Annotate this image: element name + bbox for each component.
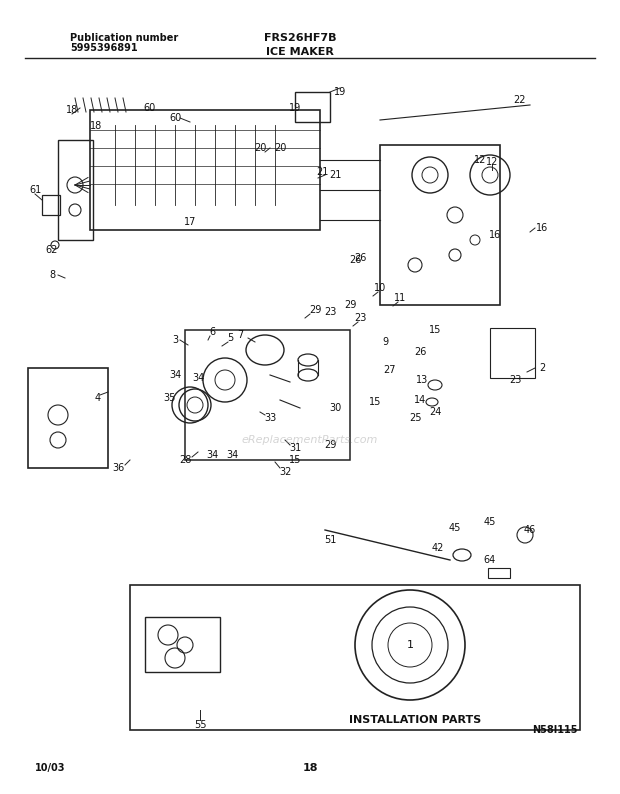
Text: 16: 16 — [489, 230, 501, 240]
Text: 10: 10 — [374, 283, 386, 293]
Text: 8: 8 — [49, 270, 55, 280]
Text: 51: 51 — [324, 535, 336, 545]
Text: 12: 12 — [474, 155, 486, 165]
Text: 16: 16 — [536, 223, 548, 233]
Text: 3: 3 — [172, 335, 178, 345]
Text: 15: 15 — [369, 397, 381, 407]
Text: 26: 26 — [349, 255, 361, 265]
Text: 29: 29 — [344, 300, 356, 310]
Text: 9: 9 — [382, 337, 388, 347]
Text: 42: 42 — [432, 543, 444, 553]
Text: Publication number: Publication number — [70, 33, 179, 43]
Text: 21: 21 — [329, 170, 341, 180]
Text: 13: 13 — [416, 375, 428, 385]
Text: 62: 62 — [46, 245, 58, 255]
Text: 5995396891: 5995396891 — [70, 43, 138, 53]
Text: 29: 29 — [324, 440, 336, 450]
Text: 23: 23 — [509, 375, 521, 385]
Text: eReplacementParts.com: eReplacementParts.com — [242, 435, 378, 445]
Text: 5: 5 — [227, 333, 233, 343]
Text: 33: 33 — [264, 413, 276, 423]
Bar — [130, 585, 580, 730]
Text: 34: 34 — [169, 370, 181, 380]
Text: 4: 4 — [95, 393, 101, 403]
Text: 45: 45 — [484, 517, 496, 527]
Text: 28: 28 — [179, 455, 191, 465]
Text: 26: 26 — [354, 253, 366, 263]
Text: 7: 7 — [237, 330, 243, 340]
Text: 32: 32 — [279, 467, 291, 477]
Text: 18: 18 — [66, 105, 78, 115]
Text: 17: 17 — [184, 217, 196, 227]
Text: 23: 23 — [324, 307, 336, 317]
Text: 45: 45 — [449, 523, 461, 533]
Text: 6: 6 — [209, 327, 215, 337]
Bar — [90, 110, 320, 230]
Text: 21: 21 — [316, 167, 328, 177]
Text: 34: 34 — [192, 373, 204, 383]
Text: 34: 34 — [206, 450, 218, 460]
Bar — [28, 368, 108, 468]
Text: 36: 36 — [112, 463, 124, 473]
Text: ICE MAKER: ICE MAKER — [266, 47, 334, 57]
Text: 60: 60 — [144, 103, 156, 113]
Bar — [295, 92, 330, 122]
Bar — [145, 617, 220, 672]
Text: 23: 23 — [354, 313, 366, 323]
Text: INSTALLATION PARTS: INSTALLATION PARTS — [349, 715, 481, 725]
Text: 31: 31 — [289, 443, 301, 453]
Text: 2: 2 — [539, 363, 545, 373]
Text: 15: 15 — [429, 325, 441, 335]
Text: 64: 64 — [484, 555, 496, 565]
Bar — [58, 140, 93, 240]
Text: FRS26HF7B: FRS26HF7B — [264, 33, 336, 43]
Text: 61: 61 — [29, 185, 41, 195]
Text: 18: 18 — [90, 121, 102, 131]
Text: 15: 15 — [289, 455, 301, 465]
Bar — [488, 568, 510, 578]
Bar — [185, 330, 350, 460]
Text: 1: 1 — [407, 640, 414, 650]
Text: 18: 18 — [303, 763, 317, 773]
Text: 26: 26 — [414, 347, 426, 357]
Text: 10/03: 10/03 — [35, 763, 66, 773]
Text: 34: 34 — [226, 450, 238, 460]
Text: 20: 20 — [254, 143, 266, 153]
Text: 19: 19 — [289, 103, 301, 113]
Text: N58I115: N58I115 — [532, 725, 578, 735]
Text: 60: 60 — [169, 113, 181, 123]
Text: 55: 55 — [193, 720, 206, 730]
Text: 24: 24 — [429, 407, 441, 417]
Text: 27: 27 — [384, 365, 396, 375]
Text: 12: 12 — [486, 157, 498, 167]
Bar — [380, 145, 500, 305]
Text: 11: 11 — [394, 293, 406, 303]
Text: 46: 46 — [524, 525, 536, 535]
Text: 20: 20 — [274, 143, 286, 153]
Text: 25: 25 — [409, 413, 421, 423]
Text: 30: 30 — [329, 403, 341, 413]
Text: 29: 29 — [309, 305, 321, 315]
Text: 22: 22 — [514, 95, 526, 105]
Bar — [42, 195, 60, 215]
Text: 35: 35 — [164, 393, 176, 403]
Text: 14: 14 — [414, 395, 426, 405]
Text: 19: 19 — [334, 87, 346, 97]
Bar — [490, 328, 535, 378]
